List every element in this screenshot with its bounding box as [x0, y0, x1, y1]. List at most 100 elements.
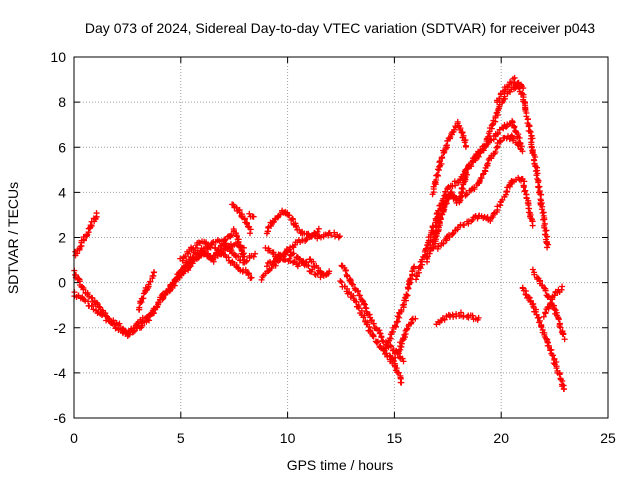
data-point: [280, 253, 287, 260]
data-point: [241, 253, 248, 260]
data-point: [556, 371, 563, 378]
data-point: [540, 313, 547, 320]
data-point: [293, 223, 300, 230]
data-point: [150, 310, 157, 317]
data-point: [441, 316, 448, 323]
data-point: [463, 171, 470, 178]
data-point: [458, 184, 465, 191]
data-point: [309, 266, 316, 273]
series-track-2: [72, 210, 100, 259]
data-point: [99, 311, 106, 318]
data-point: [185, 267, 192, 274]
data-point: [454, 118, 461, 125]
data-point: [475, 314, 482, 321]
data-point: [185, 250, 192, 257]
data-point: [258, 276, 265, 283]
data-point: [356, 292, 363, 299]
data-point: [315, 225, 322, 232]
data-point: [536, 317, 543, 324]
data-point: [247, 226, 254, 233]
data-point: [520, 184, 527, 191]
data-point: [378, 334, 385, 341]
data-point: [475, 153, 482, 160]
data-point: [527, 129, 534, 136]
data-point: [300, 261, 307, 268]
data-point: [553, 365, 560, 372]
data-point: [235, 253, 242, 260]
data-point: [246, 210, 253, 217]
y-tick-label: -2: [54, 320, 67, 336]
data-point: [421, 248, 428, 255]
data-point: [436, 220, 443, 227]
data-point: [545, 241, 552, 248]
data-point: [392, 323, 399, 330]
data-point: [561, 336, 568, 343]
data-point: [464, 165, 471, 172]
data-point: [80, 286, 87, 293]
x-tick-label: 5: [177, 430, 185, 446]
data-point: [131, 325, 138, 332]
data-point: [560, 331, 567, 338]
data-point: [331, 229, 338, 236]
series-track-4: [135, 269, 158, 313]
data-points: [71, 74, 568, 393]
data-point: [547, 301, 554, 308]
data-point: [522, 291, 529, 298]
data-point: [529, 266, 536, 273]
data-point: [344, 272, 351, 279]
data-point: [547, 347, 554, 354]
series-track-22: [433, 309, 482, 328]
data-point: [342, 267, 349, 274]
series-track-27: [540, 283, 566, 320]
data-point: [310, 258, 317, 265]
data-point: [250, 253, 257, 260]
data-point: [478, 174, 485, 181]
data-point: [305, 263, 312, 270]
data-point: [375, 338, 382, 345]
data-point: [557, 324, 564, 331]
data-point: [93, 299, 100, 306]
data-point: [469, 217, 476, 224]
data-point: [192, 244, 199, 251]
data-point: [317, 274, 324, 281]
series-track-20: [429, 118, 469, 198]
series-track-6: [167, 236, 259, 291]
data-point: [395, 369, 402, 376]
data-point: [484, 160, 491, 167]
data-point: [248, 274, 255, 281]
x-tick-label: 0: [70, 430, 78, 446]
data-point: [510, 135, 517, 142]
data-point: [412, 315, 419, 322]
series-track-7: [177, 238, 255, 282]
series-track-21: [428, 79, 527, 252]
data-point: [268, 265, 275, 272]
data-point: [474, 152, 481, 159]
data-point: [244, 220, 251, 227]
data-point: [434, 171, 441, 178]
data-point: [228, 247, 235, 254]
data-point: [408, 316, 415, 323]
data-point: [252, 250, 259, 257]
y-tick-label: 4: [58, 184, 66, 200]
data-point: [544, 244, 551, 251]
data-point: [526, 294, 533, 301]
data-point: [489, 121, 496, 128]
series-track-14: [338, 262, 407, 365]
data-point: [479, 171, 486, 178]
data-point: [212, 244, 219, 251]
data-point: [532, 308, 539, 315]
y-tick-label: 0: [58, 275, 66, 291]
data-point: [436, 158, 443, 165]
series-track-23: [434, 174, 536, 252]
data-point: [348, 280, 355, 287]
data-point: [526, 128, 533, 135]
data-point: [526, 122, 533, 129]
data-point: [440, 204, 447, 211]
data-point: [508, 80, 515, 87]
data-point: [237, 243, 244, 250]
data-point: [492, 149, 499, 156]
data-point: [461, 222, 468, 229]
data-point: [250, 213, 257, 220]
x-tick-label: 15: [387, 430, 403, 446]
